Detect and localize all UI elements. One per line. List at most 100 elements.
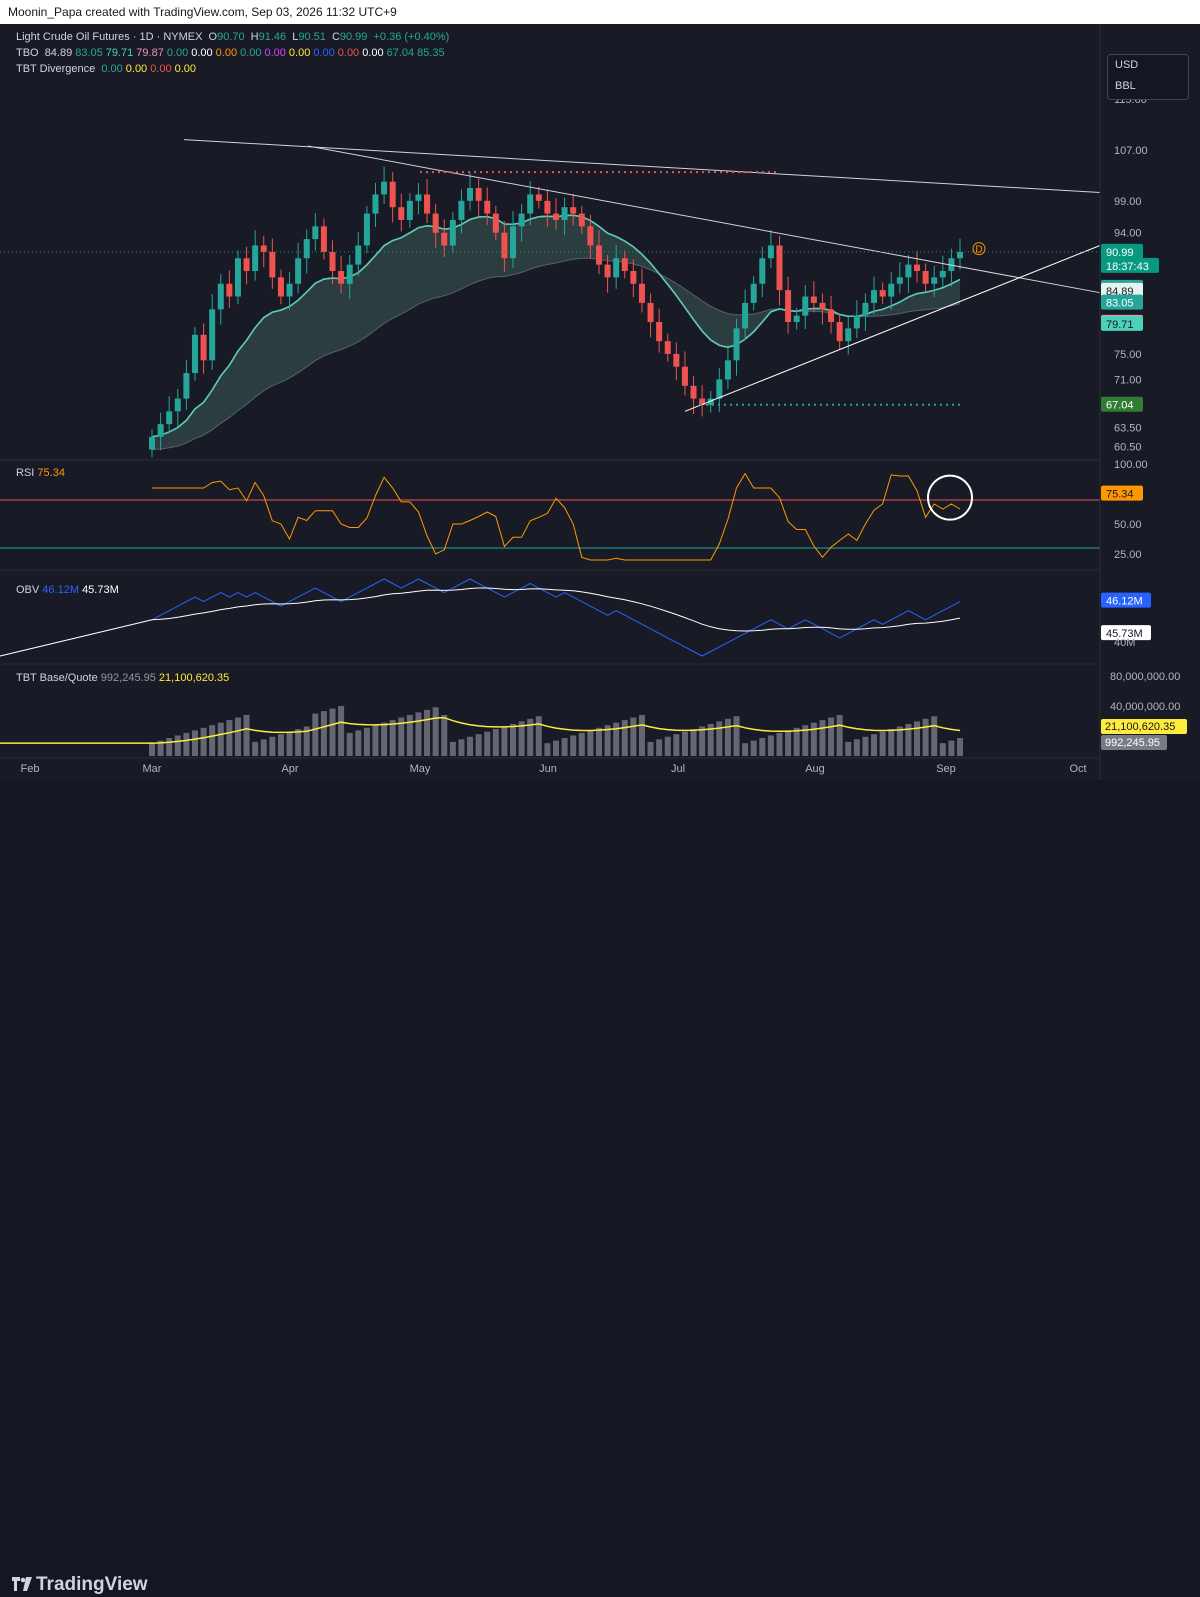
candle[interactable] xyxy=(286,272,293,310)
candle[interactable] xyxy=(260,235,267,268)
candle[interactable] xyxy=(896,262,903,294)
candle[interactable] xyxy=(234,250,241,305)
candle[interactable] xyxy=(553,198,559,230)
candle[interactable] xyxy=(277,269,284,305)
candle[interactable] xyxy=(819,293,826,325)
candle[interactable] xyxy=(621,250,628,279)
unit-selector[interactable]: USD BBL xyxy=(1107,54,1189,100)
candle[interactable] xyxy=(252,230,259,281)
candle[interactable] xyxy=(329,240,336,285)
rsi-legend[interactable]: RSI 75.34 xyxy=(16,467,65,479)
candle[interactable] xyxy=(578,205,585,234)
candle[interactable] xyxy=(484,187,491,226)
candle[interactable] xyxy=(836,314,843,349)
candle[interactable] xyxy=(888,272,895,310)
candle[interactable] xyxy=(475,178,482,217)
candle[interactable] xyxy=(226,270,233,308)
candle[interactable] xyxy=(183,359,190,411)
candle[interactable] xyxy=(449,212,456,254)
trendline-support[interactable] xyxy=(684,245,1101,412)
candle[interactable] xyxy=(200,323,207,374)
trendline-upper[interactable] xyxy=(183,139,1101,194)
candle[interactable] xyxy=(776,235,783,306)
candle[interactable] xyxy=(724,345,731,390)
volume-legend[interactable]: TBT Base/Quote 992,245.95 21,100,620.35 xyxy=(16,672,229,684)
candle[interactable] xyxy=(338,255,345,294)
candle[interactable] xyxy=(458,189,465,234)
tradingview-logo[interactable]: TradingView xyxy=(12,1574,148,1596)
candle[interactable] xyxy=(149,429,155,458)
candle[interactable] xyxy=(191,327,198,381)
candle[interactable] xyxy=(802,285,809,330)
candle[interactable] xyxy=(595,230,602,275)
candle[interactable] xyxy=(879,282,886,305)
candle[interactable] xyxy=(828,295,835,334)
candle[interactable] xyxy=(742,289,749,340)
candle[interactable] xyxy=(303,229,310,274)
candle[interactable] xyxy=(561,197,568,236)
candle[interactable] xyxy=(243,246,250,285)
candle[interactable] xyxy=(320,218,327,260)
candle[interactable] xyxy=(312,212,319,251)
candle[interactable] xyxy=(853,300,860,338)
candle[interactable] xyxy=(931,265,938,298)
candle[interactable] xyxy=(939,255,946,287)
candle[interactable] xyxy=(570,193,577,226)
trendline-mid[interactable] xyxy=(307,145,1101,294)
candle[interactable] xyxy=(174,389,181,427)
candle[interactable] xyxy=(733,318,740,376)
candle[interactable] xyxy=(914,251,921,283)
candle[interactable] xyxy=(269,238,276,289)
candle[interactable] xyxy=(707,390,714,413)
candle[interactable] xyxy=(372,182,379,227)
candle[interactable] xyxy=(398,193,405,232)
candle[interactable] xyxy=(492,205,499,241)
candle[interactable] xyxy=(750,276,757,311)
candle[interactable] xyxy=(510,211,517,268)
candle[interactable] xyxy=(587,214,594,259)
candle[interactable] xyxy=(406,193,413,228)
candle[interactable] xyxy=(363,205,370,254)
candle[interactable] xyxy=(638,268,645,313)
obv-legend[interactable]: OBV 46.12M 45.73M xyxy=(16,584,119,596)
candle[interactable] xyxy=(862,293,869,331)
unit-label[interactable]: BBL xyxy=(1115,80,1136,92)
candle[interactable] xyxy=(785,276,792,334)
candle[interactable] xyxy=(157,412,164,451)
candle[interactable] xyxy=(544,189,551,227)
candle[interactable] xyxy=(630,259,637,298)
candle[interactable] xyxy=(432,204,439,249)
candle[interactable] xyxy=(905,255,912,293)
candle[interactable] xyxy=(518,204,525,242)
tbt-divergence-legend[interactable]: TBT Divergence 0.00 0.00 0.00 0.00 xyxy=(16,63,199,75)
candle[interactable] xyxy=(166,396,173,434)
candle[interactable] xyxy=(810,281,817,313)
candle[interactable] xyxy=(604,255,611,293)
candle[interactable] xyxy=(467,172,474,211)
candle[interactable] xyxy=(501,221,508,272)
candle[interactable] xyxy=(948,248,955,287)
candle[interactable] xyxy=(415,182,422,215)
chart-area[interactable]: D 100.00 50.00 25.00 75.34 46.12M 45.73M 40M … xyxy=(0,24,1200,780)
candle[interactable] xyxy=(681,351,688,396)
candle[interactable] xyxy=(871,276,878,315)
candle[interactable] xyxy=(441,219,448,257)
candle[interactable] xyxy=(209,293,216,370)
currency-label[interactable]: USD xyxy=(1115,59,1139,71)
candle[interactable] xyxy=(389,172,396,223)
candle[interactable] xyxy=(793,308,800,330)
candle[interactable] xyxy=(673,342,680,381)
candle[interactable] xyxy=(647,293,654,338)
candle[interactable] xyxy=(381,166,388,205)
candle[interactable] xyxy=(759,246,766,298)
candle[interactable] xyxy=(922,263,929,292)
divergence-marker[interactable] xyxy=(972,242,986,256)
candle[interactable] xyxy=(845,316,852,355)
candle[interactable] xyxy=(217,274,224,325)
candle[interactable] xyxy=(957,238,963,270)
candle[interactable] xyxy=(664,333,671,362)
candle[interactable] xyxy=(535,186,542,209)
candle[interactable] xyxy=(346,255,353,300)
candle[interactable] xyxy=(424,179,431,224)
